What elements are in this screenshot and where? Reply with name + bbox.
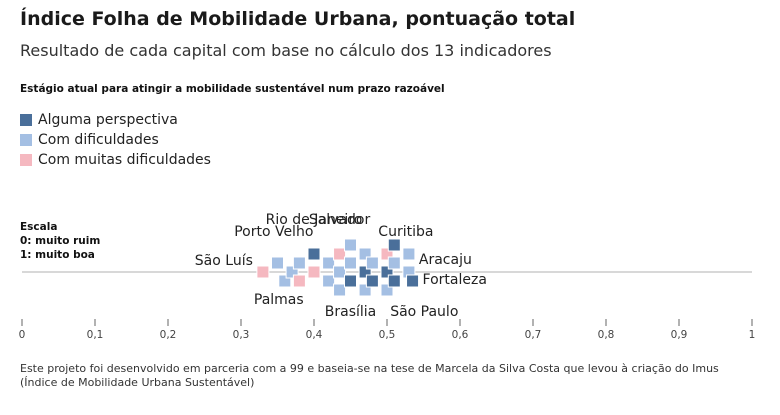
chart-subtitle: Resultado de cada capital com base no cá… — [20, 41, 552, 60]
x-tick-label: 0,6 — [452, 329, 469, 341]
scale-title: Escala — [20, 221, 58, 233]
data-point — [344, 274, 357, 288]
annotation-salvador: Salvador — [309, 212, 371, 228]
legend: Alguma perspectiva Com dificuldades Com … — [20, 110, 211, 170]
x-tick-label: 0,9 — [671, 329, 688, 341]
legend-label-com-muitas-dificuldades: Com muitas dificuldades — [38, 152, 211, 168]
scale-min-label: 0: muito ruim — [20, 235, 101, 247]
data-point — [322, 256, 336, 270]
annotation-palmas: Palmas — [254, 292, 304, 308]
legend-swatch-alguma-perspectiva — [20, 114, 32, 126]
x-tick-label: 0,3 — [233, 329, 250, 341]
legend-title: Estágio atual para atingir a mobilidade … — [20, 83, 445, 95]
x-tick-label: 0,1 — [87, 329, 104, 341]
footer-line-2: (Índice de Mobilidade Urbana Sustentável… — [20, 376, 255, 389]
data-point — [333, 283, 347, 297]
data-point — [333, 265, 347, 279]
data-point — [387, 274, 401, 288]
data-point — [333, 247, 347, 261]
data-point — [387, 238, 401, 252]
legend-swatch-com-dificuldades — [20, 134, 32, 146]
annotation-sao-paulo: São Paulo — [390, 304, 458, 320]
legend-item-com-dificuldades: Com dificuldades — [20, 130, 211, 150]
x-tick-label: 0,4 — [306, 329, 323, 341]
chart-title: Índice Folha de Mobilidade Urbana, pontu… — [20, 8, 576, 30]
annotation-rio-de-janeiro: Rio de Janeiro — [266, 212, 363, 228]
x-tick-label: 0,2 — [160, 329, 177, 341]
legend-swatch-com-muitas-dificuldades — [20, 154, 32, 166]
data-point — [271, 256, 284, 270]
legend-item-alguma-perspectiva: Alguma perspectiva — [20, 110, 211, 130]
data-point — [292, 256, 306, 270]
data-point — [344, 256, 357, 270]
x-tick-label: 0,7 — [525, 329, 542, 341]
data-point — [406, 274, 420, 288]
scale-max-label: 1: muito boa — [20, 249, 95, 261]
scale-note: Escala 0: muito ruim 1: muito boa — [20, 220, 100, 262]
data-point — [256, 265, 270, 279]
data-point — [365, 274, 379, 288]
annotation-curitiba: Curitiba — [378, 224, 433, 240]
x-tick-label: 0,8 — [598, 329, 615, 341]
data-point — [365, 256, 379, 270]
data-point — [322, 274, 336, 288]
legend-label-alguma-perspectiva: Alguma perspectiva — [38, 112, 178, 128]
annotation-sao-luis: São Luís — [195, 253, 253, 269]
annotation-fortaleza: Fortaleza — [423, 272, 487, 288]
data-point — [387, 256, 401, 270]
data-point — [344, 238, 357, 252]
legend-item-com-muitas-dificuldades: Com muitas dificuldades — [20, 150, 211, 170]
data-point — [292, 274, 306, 288]
data-point — [307, 265, 321, 279]
annotation-aracaju: Aracaju — [419, 252, 472, 268]
data-point — [402, 247, 416, 261]
annotation-brasilia: Brasília — [325, 304, 376, 320]
data-point — [307, 247, 321, 261]
footer-line-1: Este projeto foi desenvolvido em parceri… — [20, 362, 719, 375]
x-tick-label: 0,5 — [379, 329, 396, 341]
x-tick-label: 0 — [19, 329, 26, 341]
legend-label-com-dificuldades: Com dificuldades — [38, 132, 159, 148]
x-tick-label: 1 — [749, 329, 756, 341]
annotation-porto-velho: Porto Velho — [234, 224, 313, 240]
footer-note: Este projeto foi desenvolvido em parceri… — [20, 362, 719, 390]
